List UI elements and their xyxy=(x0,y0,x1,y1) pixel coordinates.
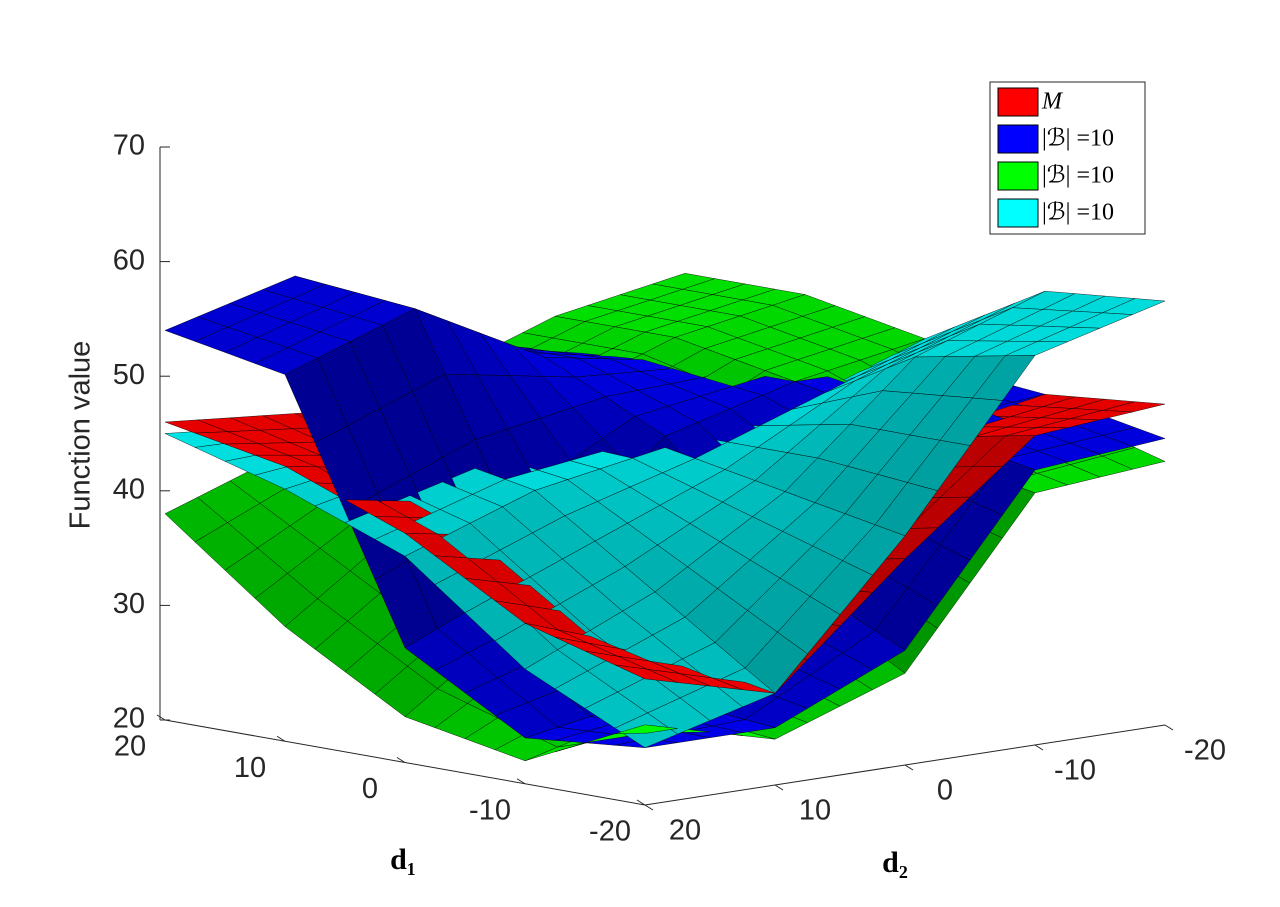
x-tick-label: 20 xyxy=(114,731,146,763)
z-tick-label: 50 xyxy=(113,359,145,391)
y-tick-label: 0 xyxy=(937,775,953,807)
x-tick-label: -10 xyxy=(469,794,511,826)
legend-label: |ℬ| =10 xyxy=(1042,200,1114,226)
z-tick-label: 30 xyxy=(113,588,145,620)
legend-swatch xyxy=(997,87,1039,117)
y-tick-label: -20 xyxy=(1184,735,1226,767)
y-tick xyxy=(1034,744,1044,751)
y-tick xyxy=(774,784,784,791)
axes: 20 30 40 50 60 70 -20 -10 0 10 20 -20 -10 0 10 20 xyxy=(113,130,1226,848)
legend: M |ℬ| =10 |ℬ| =10 |ℬ| =10 xyxy=(989,81,1146,235)
y-tick-label: -10 xyxy=(1054,755,1096,787)
x-tick xyxy=(636,799,646,806)
x-tick-label: -20 xyxy=(589,816,631,848)
x-tick xyxy=(276,735,286,742)
x-tick xyxy=(156,714,166,721)
y-axis-label: d₂ xyxy=(882,846,908,879)
surface-patch xyxy=(614,664,678,683)
z-axis-label: Function value xyxy=(65,341,97,530)
y-tick-label: 10 xyxy=(799,795,831,827)
y-tick xyxy=(644,804,654,811)
x-tick-label: 0 xyxy=(362,773,378,805)
legend-swatch xyxy=(997,161,1039,191)
y-tick xyxy=(904,764,914,771)
y-tick-label: 20 xyxy=(669,815,701,847)
legend-swatch xyxy=(997,198,1039,228)
x-tick-label: 10 xyxy=(234,752,266,784)
x-axis-label: d₁ xyxy=(390,843,416,876)
z-tick-label: 20 xyxy=(113,703,145,735)
surface-patch xyxy=(614,724,678,735)
z-tick-label: 60 xyxy=(113,244,145,276)
legend-label: M xyxy=(1041,89,1064,115)
surfaces xyxy=(164,273,1166,762)
legend-label: |ℬ| =10 xyxy=(1042,163,1114,189)
x-tick xyxy=(396,757,406,763)
y-tick xyxy=(1164,724,1174,731)
legend-label: |ℬ| =10 xyxy=(1042,126,1114,152)
legend-swatch xyxy=(997,124,1039,154)
z-tick-label: 70 xyxy=(113,130,145,162)
x-tick xyxy=(516,778,526,785)
z-tick-label: 40 xyxy=(113,473,145,505)
